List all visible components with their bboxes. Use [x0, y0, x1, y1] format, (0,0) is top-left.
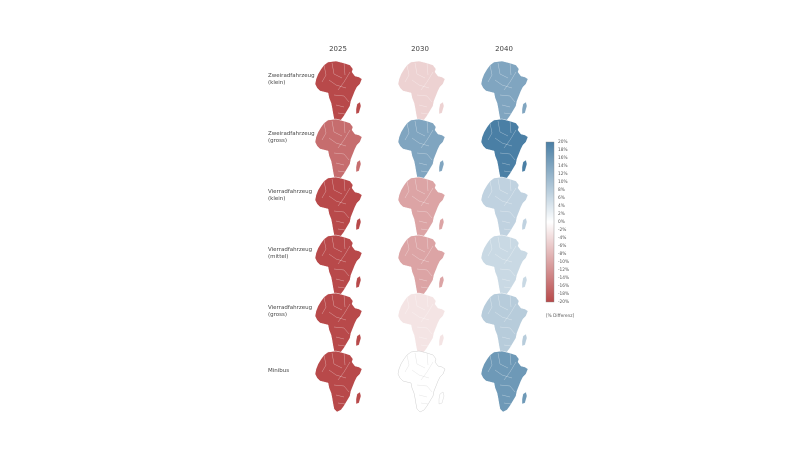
africa-map-r1-c1 — [397, 118, 446, 181]
legend-tick-label: -14% — [558, 275, 570, 281]
legend-tick-label: 14% — [558, 163, 568, 169]
row-label-minibus: Minibus — [268, 368, 290, 374]
africa-map-r5-c1 — [397, 350, 446, 413]
row-label-zweirad-klein: Zweiradfahrzeug (klein) — [268, 73, 315, 86]
africa-map-r0-c0 — [314, 60, 363, 123]
legend-tick-label: 6% — [558, 195, 565, 201]
legend-tick-label: 0% — [558, 219, 565, 225]
africa-map-r3-c0 — [314, 234, 363, 297]
legend-tick-label: -10% — [558, 259, 570, 265]
legend-unit: [% Differenz] — [546, 314, 575, 319]
africa-map-r2-c2 — [480, 176, 529, 239]
africa-map-r5-c2 — [480, 350, 529, 413]
legend-tick-label: -16% — [558, 283, 570, 289]
africa-map-r0-c2 — [480, 60, 529, 123]
legend-tick-label: -20% — [558, 299, 570, 305]
legend-tick-label: 4% — [558, 203, 565, 209]
africa-map-r1-c0 — [314, 118, 363, 181]
row-label-zweirad-gross: Zweiradfahrzeug (gross) — [268, 131, 315, 144]
africa-map-r3-c2 — [480, 234, 529, 297]
legend-tick-label: 10% — [558, 179, 568, 185]
legend-tick-label: -18% — [558, 291, 570, 297]
row-label-vierrad-klein: Vierradfahrzeug (klein) — [268, 189, 313, 202]
legend-tick-label: -2% — [558, 227, 567, 233]
africa-map-r5-c0 — [314, 350, 363, 413]
legend-tick-label: 16% — [558, 155, 568, 161]
legend-tick-label: -4% — [558, 235, 567, 241]
africa-map-r0-c1 — [397, 60, 446, 123]
africa-map-r2-c1 — [397, 176, 446, 239]
legend-tick-label: -6% — [558, 243, 567, 249]
row-label-vierrad-mittel: Vierradfahrzeug (mittel) — [268, 247, 313, 260]
legend-tick-label: 2% — [558, 211, 565, 217]
africa-map-r4-c1 — [397, 292, 446, 355]
legend-tick-label: 18% — [558, 147, 568, 153]
africa-map-r3-c1 — [397, 234, 446, 297]
legend-colorbar — [545, 141, 555, 303]
legend-tick-label: -8% — [558, 251, 567, 257]
africa-map-r2-c0 — [314, 176, 363, 239]
column-header-2030: 2030 — [411, 45, 429, 53]
africa-map-r4-c0 — [314, 292, 363, 355]
africa-map-r1-c2 — [480, 118, 529, 181]
row-label-vierrad-gross: Vierradfahrzeug (gross) — [268, 305, 313, 318]
africa-map-r4-c2 — [480, 292, 529, 355]
legend-tick-label: 12% — [558, 171, 568, 177]
column-header-2025: 2025 — [329, 45, 347, 53]
column-header-2040: 2040 — [495, 45, 513, 53]
legend-tick-label: 20% — [558, 139, 568, 145]
legend-tick-label: 8% — [558, 187, 565, 193]
legend-tick-label: -12% — [558, 267, 570, 273]
